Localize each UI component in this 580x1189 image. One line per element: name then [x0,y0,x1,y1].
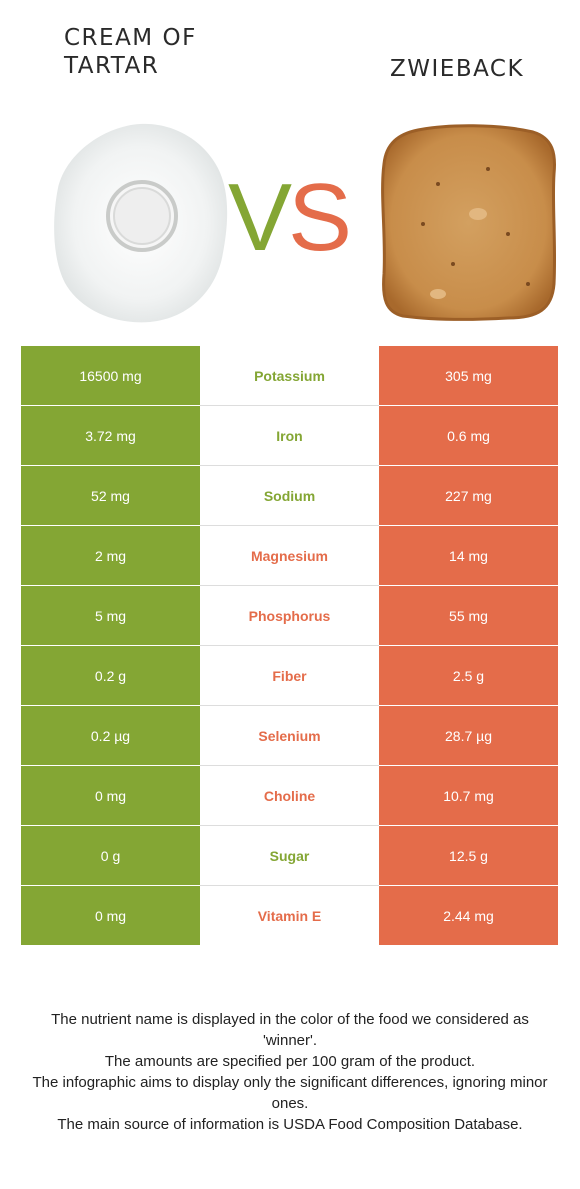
right-value-cell: 10.7 mg [379,765,558,826]
nutrient-name-cell: Selenium [200,705,379,766]
left-value-cell: 2 mg [21,525,200,586]
vs-letter-v: V [228,168,292,258]
vs-label: V S [228,168,352,258]
left-value-cell: 3.72 mg [21,405,200,466]
table-row: 0 mg Choline 10.7 mg [21,765,558,826]
right-value-cell: 2.5 g [379,645,558,706]
table-row: 0 g Sugar 12.5 g [21,825,558,886]
table-row: 16500 mg Potassium 305 mg [21,346,558,406]
left-value-cell: 52 mg [21,465,200,526]
right-value-cell: 28.7 µg [379,705,558,766]
table-row: 0.2 g Fiber 2.5 g [21,645,558,706]
nutrient-name-cell: Magnesium [200,525,379,586]
left-value-cell: 0 g [21,825,200,886]
table-row: 0.2 µg Selenium 28.7 µg [21,705,558,766]
right-value-cell: 0.6 mg [379,405,558,466]
left-value-cell: 5 mg [21,585,200,646]
comparison-table: 16500 mg Potassium 305 mg 3.72 mg Iron 0.6 mg… [21,346,558,945]
table-row: 3.72 mg Iron 0.6 mg [21,405,558,466]
nutrient-name-cell: Phosphorus [200,585,379,646]
nutrient-name-cell: Potassium [200,346,379,406]
vs-letter-s: S [288,168,352,258]
nutrient-name-cell: Fiber [200,645,379,706]
table-row: 52 mg Sodium 227 mg [21,465,558,526]
table-row: 5 mg Phosphorus 55 mg [21,585,558,646]
left-value-cell: 0.2 µg [21,705,200,766]
right-value-cell: 2.44 mg [379,885,558,945]
table-row: 2 mg Magnesium 14 mg [21,525,558,586]
right-value-cell: 14 mg [379,525,558,586]
right-value-cell: 12.5 g [379,825,558,886]
footer-notes: The nutrient name is displayed in the co… [30,1009,550,1135]
nutrient-name-cell: Iron [200,405,379,466]
cream-of-tartar-image [54,123,228,323]
left-value-cell: 16500 mg [21,346,200,406]
left-value-cell: 0 mg [21,885,200,945]
nutrient-name-cell: Choline [200,765,379,826]
left-value-cell: 0 mg [21,765,200,826]
left-food-title: CREAM OF TARTAR [64,25,197,79]
table-row: 0 mg Vitamin E 2.44 mg [21,885,558,945]
footer-line: The main source of information is USDA F… [57,1116,523,1133]
footer-line: The amounts are specified per 100 gram o… [104,1053,476,1070]
right-value-cell: 305 mg [379,346,558,406]
right-value-cell: 227 mg [379,465,558,526]
left-value-cell: 0.2 g [21,645,200,706]
zwieback-image [381,124,557,321]
nutrient-name-cell: Vitamin E [200,885,379,945]
right-value-cell: 55 mg [379,585,558,646]
footer-line: The nutrient name is displayed in the co… [51,1011,529,1049]
nutrient-name-cell: Sugar [200,825,379,886]
right-food-title: ZWIEBACK [390,56,525,82]
footer-line: The infographic aims to display only the… [32,1074,548,1112]
nutrient-name-cell: Sodium [200,465,379,526]
